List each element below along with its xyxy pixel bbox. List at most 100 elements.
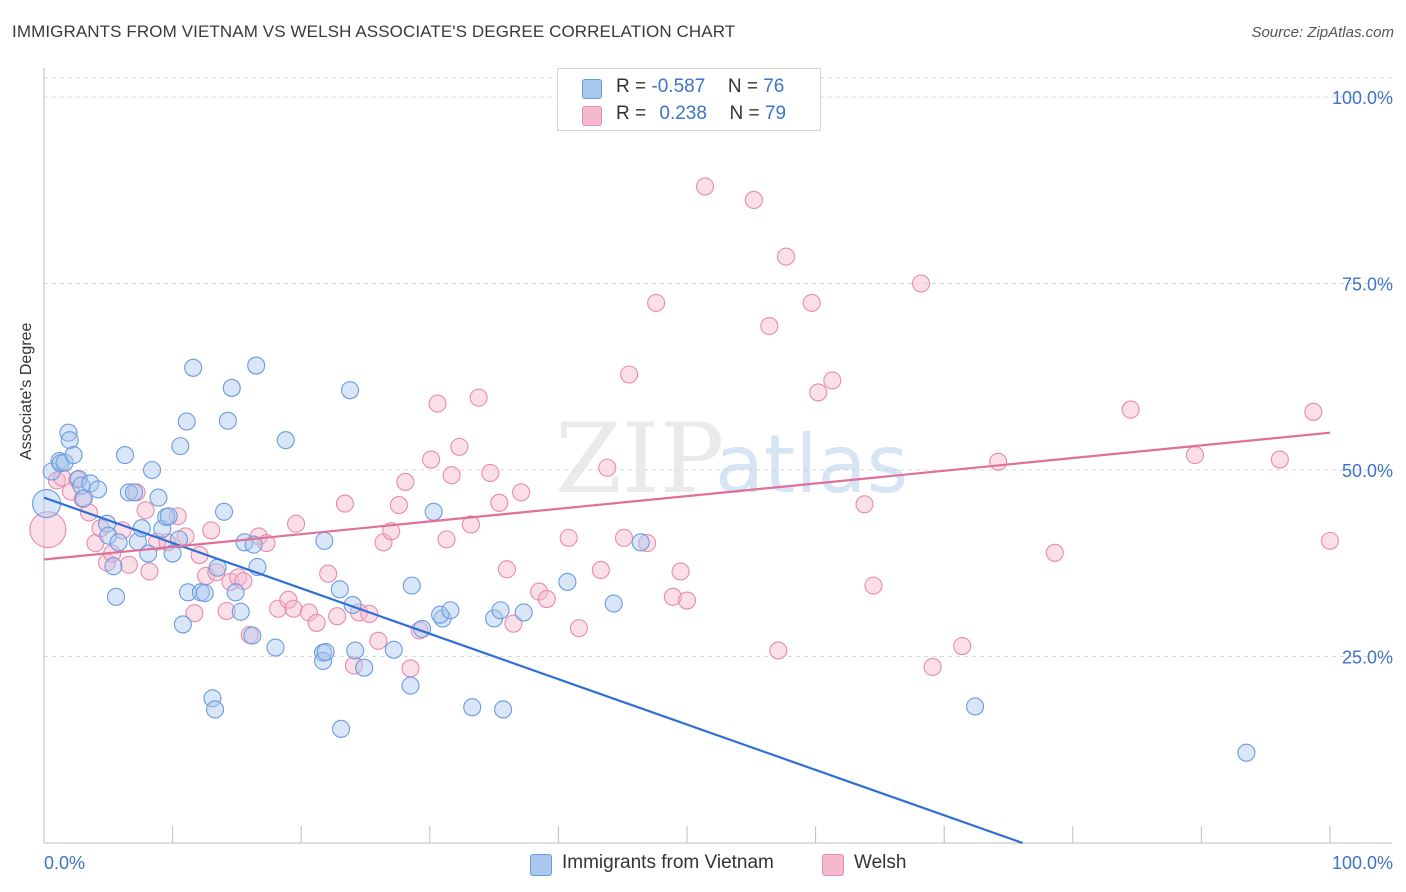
- welsh-point: [530, 582, 549, 601]
- welsh-point: [497, 560, 517, 579]
- welsh-point: [284, 599, 303, 618]
- vietnam-point: [316, 642, 335, 662]
- welsh-points: [29, 177, 1340, 678]
- welsh-point: [663, 587, 682, 606]
- welsh-point: [382, 522, 401, 541]
- welsh-point: [559, 528, 578, 547]
- welsh-point: [1320, 531, 1340, 550]
- vietnam-point: [558, 572, 577, 591]
- welsh-point: [47, 471, 66, 490]
- vietnam-point: [159, 507, 178, 526]
- welsh-point: [504, 614, 523, 633]
- vietnam-point: [315, 531, 334, 550]
- welsh-point: [1270, 450, 1289, 469]
- vietnam-point: [346, 641, 365, 660]
- vietnam-point: [218, 411, 237, 430]
- welsh-point: [319, 564, 338, 583]
- welsh-point: [953, 637, 972, 656]
- welsh-point: [450, 437, 469, 456]
- y-tick-label: 50.0%: [1342, 461, 1393, 481]
- vietnam-point: [214, 502, 234, 521]
- welsh-point: [202, 521, 221, 540]
- welsh-point: [437, 530, 456, 549]
- welsh-point: [677, 591, 697, 610]
- welsh-point: [1185, 446, 1205, 465]
- welsh-point: [442, 466, 461, 485]
- welsh-point: [802, 293, 821, 312]
- vietnam-legend-icon: [530, 854, 552, 876]
- welsh-point: [647, 293, 666, 312]
- welsh-point: [760, 316, 779, 336]
- vietnam-point: [276, 431, 295, 450]
- welsh-point: [307, 613, 326, 632]
- vietnam-point: [55, 453, 74, 472]
- welsh-point: [989, 452, 1008, 471]
- trend-lines: [43, 431, 1331, 845]
- welsh-point: [1045, 543, 1064, 562]
- n-label: N =: [729, 103, 760, 124]
- vietnam-point: [384, 640, 403, 659]
- y-tick-label: 25.0%: [1342, 648, 1393, 668]
- vietnam-point: [431, 605, 450, 624]
- welsh-swatch-icon: [582, 106, 602, 126]
- welsh-point: [422, 450, 441, 469]
- welsh-point: [217, 601, 236, 621]
- vietnam-point: [203, 689, 222, 708]
- stats-box: R = -0.587 N = 76 R = 0.238 N = 79: [557, 68, 821, 131]
- welsh-point: [389, 496, 408, 515]
- welsh-point: [328, 607, 347, 626]
- welsh-point: [396, 472, 415, 491]
- vietnam-point: [441, 601, 460, 620]
- vietnam-point: [32, 489, 62, 519]
- vietnam-point: [231, 602, 250, 621]
- welsh-legend-icon: [822, 854, 844, 876]
- welsh-point: [428, 394, 447, 413]
- source-label: Source: ZipAtlas.com: [1251, 24, 1394, 41]
- welsh-point: [695, 177, 715, 196]
- n-value: 79: [764, 103, 787, 124]
- welsh-point: [671, 562, 690, 581]
- welsh-point: [512, 483, 531, 502]
- welsh-point: [1304, 402, 1323, 421]
- welsh-point: [591, 560, 610, 580]
- vietnam-point: [401, 676, 420, 695]
- welsh-point: [537, 590, 556, 609]
- welsh-point: [864, 576, 883, 595]
- welsh-point: [299, 603, 318, 622]
- welsh-point: [279, 590, 298, 609]
- vietnam-point: [177, 412, 196, 431]
- watermark: ZIP atlas: [555, 403, 908, 515]
- welsh-point: [1121, 400, 1140, 419]
- vietnam-point: [966, 697, 985, 716]
- y-axis-label: Associate's Degree: [18, 322, 35, 460]
- welsh-point: [481, 463, 500, 483]
- welsh-point: [335, 494, 354, 513]
- vietnam-point: [226, 583, 245, 602]
- vietnam-point: [195, 584, 214, 603]
- welsh-point: [269, 599, 288, 618]
- vietnam-point: [330, 580, 349, 599]
- tick-labels: 100.0% 75.0% 50.0% 25.0% 0.0% 100.0%: [44, 88, 1393, 873]
- r-value: 0.238: [659, 103, 707, 124]
- welsh-point: [29, 511, 67, 549]
- r-value: -0.587: [651, 76, 706, 97]
- welsh-point: [809, 383, 828, 402]
- vietnam-point: [64, 446, 83, 465]
- welsh-point: [490, 493, 509, 512]
- x-tick-label-min: 0.0%: [44, 853, 85, 873]
- vietnam-point: [59, 423, 78, 442]
- vietnam-point: [171, 437, 190, 456]
- x-tick-label-max: 100.0%: [1332, 853, 1393, 873]
- vietnam-point: [247, 356, 266, 375]
- vietnam-point: [115, 446, 135, 465]
- vietnam-point: [88, 480, 108, 499]
- vietnam-point: [124, 483, 144, 502]
- watermark-zip: ZIP: [555, 403, 724, 515]
- welsh-point: [469, 388, 488, 407]
- legend-label-welsh: Welsh: [854, 852, 907, 873]
- welsh-point: [776, 247, 796, 266]
- welsh-point: [823, 371, 842, 390]
- vietnam-point: [332, 719, 351, 738]
- vietnam-points: [32, 356, 1256, 762]
- vietnam-point: [222, 378, 241, 397]
